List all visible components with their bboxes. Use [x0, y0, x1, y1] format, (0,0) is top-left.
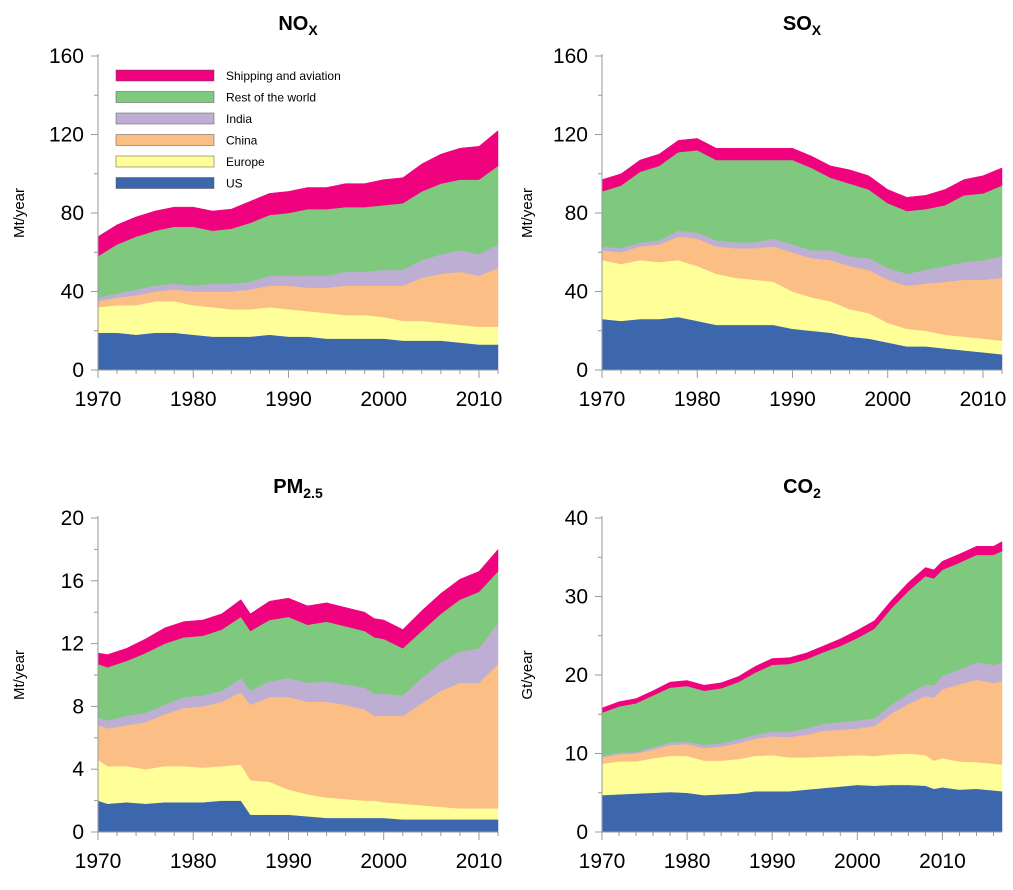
area-shipping-and-aviation-sox: [601, 138, 1003, 212]
x-tick-label-pm25: 2000: [360, 850, 407, 873]
legend-label-shipping-and-aviation: Shipping and aviation: [226, 69, 341, 83]
x-tick-label-sox: 1990: [769, 388, 816, 411]
x-tick-label-sox: 2010: [960, 388, 1007, 411]
legend-swatch-shipping-and-aviation: [115, 69, 215, 82]
chart-co2: 0 10 20 30 40 1970 1980 1990 2000 2010 Gt/year CO2: [519, 476, 1003, 873]
x-tick-label-sox: 1980: [674, 388, 721, 411]
legend-swatch-china: [115, 134, 215, 146]
x-tick-label-sox: 1970: [579, 388, 626, 411]
y-tick-label-co2: 20: [565, 664, 588, 687]
y-axis-label-co2: Gt/year: [519, 650, 536, 699]
legend-swatch-europe: [115, 155, 215, 168]
chart-title-co2: CO2: [783, 476, 821, 501]
chart-title-pm25: PM2.5: [273, 476, 323, 501]
y-tick-label-co2: 40: [565, 507, 588, 530]
x-tick-label-co2: 1990: [749, 850, 796, 873]
y-tick-label-co2: 10: [565, 743, 588, 766]
y-tick-label-co2: 30: [565, 586, 588, 609]
y-tick-label-pm25: 4: [72, 758, 84, 781]
legend-swatch-us: [115, 177, 215, 189]
y-tick-label-pm25: 0: [72, 821, 84, 844]
y-tick-label-nox: 0: [72, 359, 84, 382]
x-tick-label-nox: 1990: [265, 388, 312, 411]
legend-label-rest-of-the-world: Rest of the world: [226, 91, 316, 105]
x-tick-label-nox: 1980: [170, 388, 217, 411]
legend-swatch-rest-of-the-world: [115, 91, 215, 103]
y-tick-label-sox: 80: [565, 202, 588, 225]
y-tick-label-sox: 120: [553, 124, 588, 147]
legend-swatch-india: [115, 112, 215, 125]
legend: Shipping and aviation Rest of the world In…: [115, 69, 341, 191]
chart-title-sox: SOX: [783, 13, 822, 38]
x-tick-label-co2: 2010: [919, 850, 966, 873]
y-tick-label-sox: 40: [565, 281, 588, 304]
x-tick-label-pm25: 1970: [75, 850, 122, 873]
x-tick-label-co2: 1970: [579, 850, 626, 873]
y-tick-label-pm25: 8: [72, 695, 84, 718]
chart-title-nox: NOX: [278, 13, 318, 38]
y-axis-label-nox: Mt/year: [11, 188, 28, 238]
legend-label-india: India: [226, 112, 252, 126]
x-tick-label-nox: 2000: [360, 388, 407, 411]
y-tick-label-co2: 0: [576, 821, 588, 844]
y-axis-label-sox: Mt/year: [519, 188, 536, 238]
y-tick-label-sox: 160: [553, 45, 588, 68]
y-tick-label-pm25: 20: [61, 507, 84, 530]
y-tick-label-nox: 160: [49, 45, 84, 68]
x-tick-label-pm25: 2010: [456, 850, 503, 873]
area-shipping-and-aviation-pm25: [97, 548, 499, 668]
y-tick-label-pm25: 12: [61, 633, 84, 656]
x-tick-label-co2: 1980: [664, 850, 711, 873]
area-shipping-and-aviation-nox: [97, 130, 499, 257]
legend-label-china: China: [226, 134, 258, 148]
chart-sox: 0 40 80 120 160 1970 1980 1990 2000 2010 Mt/year SO…: [519, 13, 1007, 411]
x-tick-label-nox: 1970: [75, 388, 122, 411]
chart-nox: 0 40 80 120 160 1970 1980 1990 2000 2010 Mt/year NO…: [11, 13, 503, 411]
x-tick-label-nox: 2010: [456, 388, 503, 411]
y-axis-label-pm25: Mt/year: [11, 650, 28, 700]
chart-pm25: 0 4 8 12 16 20 1970 1980 1990 2000 2010 Mt/year PM2.…: [11, 476, 503, 873]
y-tick-label-pm25: 16: [61, 570, 84, 593]
x-tick-label-pm25: 1980: [170, 850, 217, 873]
y-tick-label-sox: 0: [576, 359, 588, 382]
y-tick-label-nox: 80: [61, 202, 84, 225]
x-tick-label-pm25: 1990: [265, 850, 312, 873]
x-tick-label-sox: 2000: [864, 388, 911, 411]
legend-label-europe: Europe: [226, 155, 265, 169]
y-tick-label-nox: 120: [49, 124, 84, 147]
x-tick-label-co2: 2000: [834, 850, 881, 873]
y-tick-label-nox: 40: [61, 281, 84, 304]
area-shipping-and-aviation-co2: [601, 541, 1003, 714]
legend-label-us: US: [226, 177, 243, 191]
